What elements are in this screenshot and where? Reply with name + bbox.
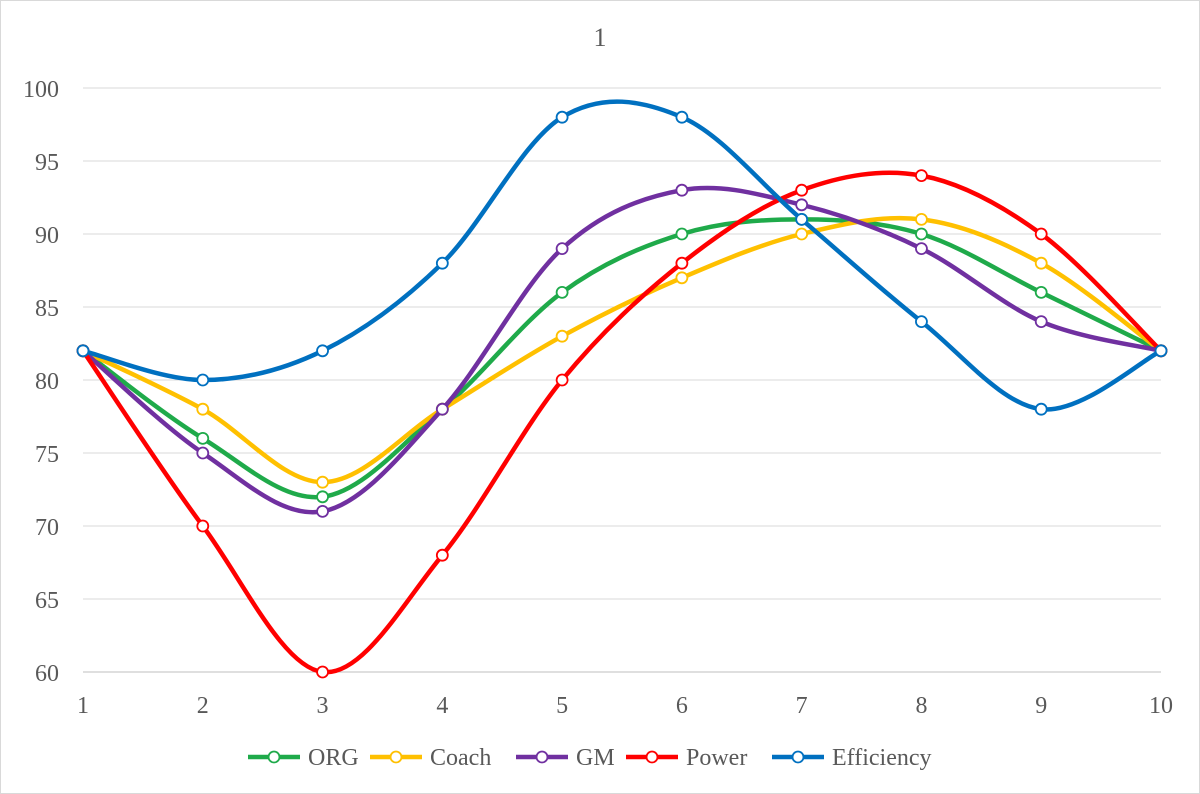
data-point-coach-3 bbox=[316, 475, 329, 489]
data-point-org-6 bbox=[675, 227, 689, 241]
y-tick-label: 75 bbox=[35, 442, 59, 468]
x-tick-label: 6 bbox=[676, 693, 688, 719]
y-tick-label: 65 bbox=[35, 588, 59, 614]
data-point-efficiency-2 bbox=[196, 373, 210, 387]
data-point-org-8 bbox=[915, 227, 928, 241]
legend-label-coach: Coach bbox=[430, 745, 491, 771]
data-point-gm-4 bbox=[435, 402, 449, 416]
legend-marker-efficiency bbox=[791, 750, 805, 764]
data-point-coach-5 bbox=[555, 329, 569, 343]
data-point-gm-9 bbox=[1034, 315, 1048, 329]
data-point-power-7 bbox=[795, 183, 809, 197]
series-line-coach bbox=[80, 215, 1164, 485]
x-tick-label: 3 bbox=[317, 693, 329, 719]
x-tick-label: 7 bbox=[796, 693, 808, 719]
y-tick-label: 60 bbox=[35, 661, 59, 687]
data-point-efficiency-7 bbox=[795, 212, 809, 226]
data-point-efficiency-1 bbox=[76, 344, 90, 358]
x-tick-label: 2 bbox=[197, 693, 209, 719]
legend-marker-org bbox=[267, 750, 281, 764]
data-point-org-5 bbox=[555, 285, 569, 299]
data-point-power-9 bbox=[1034, 227, 1048, 241]
data-point-power-6 bbox=[675, 256, 689, 270]
data-point-coach-7 bbox=[795, 227, 809, 241]
data-point-efficiency-9 bbox=[1034, 402, 1048, 416]
series-line-efficiency bbox=[80, 99, 1164, 412]
data-point-power-8 bbox=[915, 169, 928, 183]
legend-marker-gm bbox=[535, 750, 549, 764]
y-tick-label: 95 bbox=[35, 150, 59, 176]
data-point-gm-7 bbox=[795, 198, 809, 212]
y-tick-label: 90 bbox=[35, 223, 59, 249]
chart-title: 1 bbox=[593, 23, 607, 52]
data-point-gm-2 bbox=[196, 446, 210, 460]
data-point-efficiency-5 bbox=[555, 110, 569, 124]
data-point-efficiency-8 bbox=[915, 315, 928, 329]
series-line-gm bbox=[80, 185, 1164, 515]
data-point-gm-8 bbox=[915, 242, 928, 256]
data-point-org-2 bbox=[196, 431, 210, 445]
y-tick-label: 100 bbox=[23, 77, 59, 103]
series-line-power bbox=[80, 170, 1164, 675]
legend-label-gm: GM bbox=[576, 745, 615, 771]
data-point-efficiency-10 bbox=[1154, 344, 1168, 358]
data-point-coach-8 bbox=[915, 212, 928, 226]
x-tick-label: 10 bbox=[1149, 693, 1173, 719]
data-point-efficiency-4 bbox=[435, 256, 449, 270]
data-point-coach-9 bbox=[1034, 256, 1048, 270]
y-tick-label: 80 bbox=[35, 369, 59, 395]
legend-marker-coach bbox=[389, 750, 403, 764]
legend-label-power: Power bbox=[686, 745, 747, 771]
data-point-power-3 bbox=[316, 665, 329, 679]
data-point-gm-6 bbox=[675, 183, 689, 197]
data-point-efficiency-6 bbox=[675, 110, 689, 124]
legend-label-efficiency: Efficiency bbox=[832, 745, 932, 771]
x-tick-label: 5 bbox=[556, 693, 568, 719]
x-tick-label: 1 bbox=[77, 693, 89, 719]
data-point-power-4 bbox=[435, 548, 449, 562]
series-line-org bbox=[80, 217, 1164, 500]
x-tick-label: 8 bbox=[915, 693, 927, 719]
data-point-org-9 bbox=[1034, 285, 1048, 299]
y-tick-label: 70 bbox=[35, 515, 59, 541]
x-tick-label: 9 bbox=[1035, 693, 1047, 719]
data-point-power-2 bbox=[196, 519, 210, 533]
data-point-gm-3 bbox=[316, 504, 329, 518]
legend-label-org: ORG bbox=[308, 745, 359, 771]
legend-marker-power bbox=[645, 750, 659, 764]
data-point-coach-2 bbox=[196, 402, 210, 416]
data-point-coach-6 bbox=[675, 271, 689, 285]
data-point-gm-5 bbox=[555, 242, 569, 256]
x-tick-label: 4 bbox=[436, 693, 448, 719]
data-point-org-3 bbox=[316, 490, 329, 504]
data-point-efficiency-3 bbox=[316, 344, 329, 358]
y-tick-label: 85 bbox=[35, 296, 59, 322]
data-point-power-5 bbox=[555, 373, 569, 387]
